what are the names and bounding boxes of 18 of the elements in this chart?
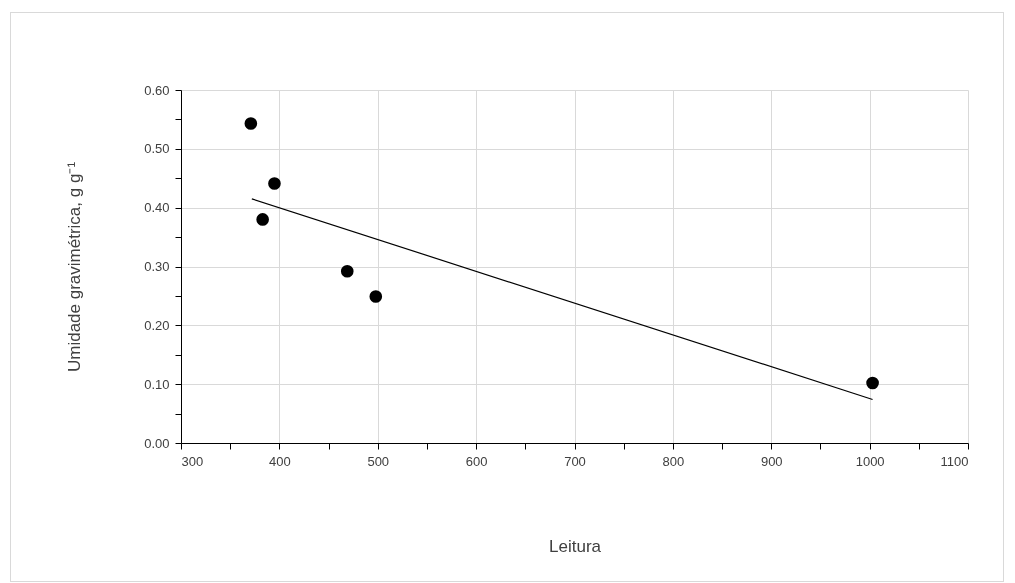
y-tick-label: 0.60 — [144, 82, 170, 98]
x-tick-label: 700 — [564, 453, 586, 469]
y-tick-label: 0.40 — [144, 200, 170, 216]
x-axis-title: Leitura — [549, 536, 602, 556]
x-tick-label: 600 — [465, 453, 488, 469]
y-axis-title: Umidade gravimétrica, g g⁻¹ — [65, 161, 85, 373]
x-tick-label: 900 — [760, 453, 783, 469]
x-tick-label: 500 — [367, 453, 390, 469]
y-tick-label: 0.00 — [144, 435, 170, 451]
y-tick-label: 0.20 — [144, 317, 170, 333]
y-tick-label: 0.50 — [144, 141, 170, 157]
x-tick-label: 400 — [269, 453, 291, 469]
x-tick-label: 300 — [181, 453, 204, 469]
x-tick-label: 1100 — [940, 453, 969, 469]
x-tick-label: 1000 — [855, 453, 885, 469]
y-tick-label: 0.30 — [144, 259, 170, 274]
x-tick-label: 800 — [662, 453, 685, 469]
y-tick-label: 0.10 — [144, 376, 170, 392]
